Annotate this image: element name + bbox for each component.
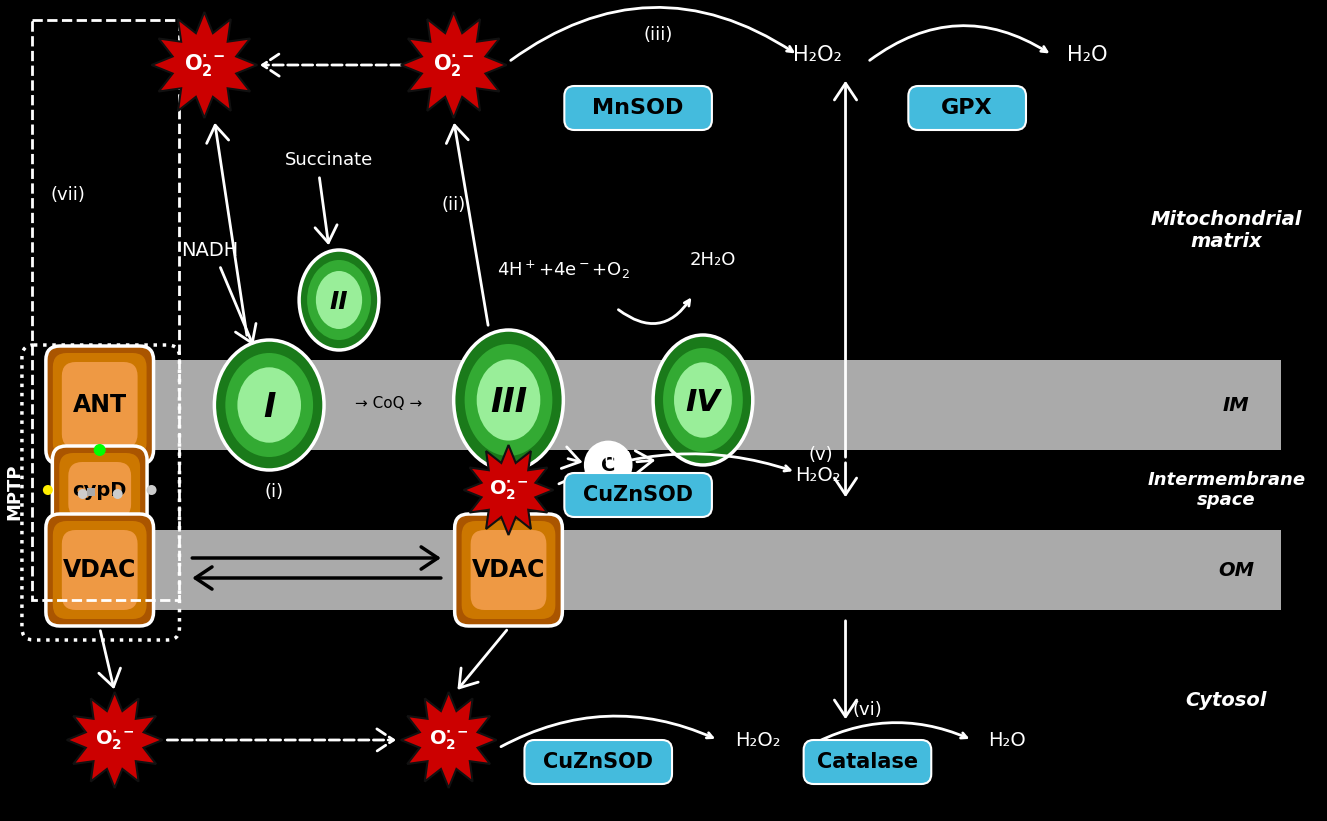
Polygon shape xyxy=(401,12,507,118)
Text: IV: IV xyxy=(686,388,721,416)
Text: H₂O₂: H₂O₂ xyxy=(794,45,843,65)
Text: IM: IM xyxy=(1223,396,1250,415)
Polygon shape xyxy=(66,692,162,788)
Circle shape xyxy=(42,485,53,495)
Text: C: C xyxy=(601,456,616,475)
Text: OM: OM xyxy=(1218,561,1254,580)
Ellipse shape xyxy=(316,271,362,329)
Text: (v): (v) xyxy=(808,446,833,464)
Text: II: II xyxy=(329,290,348,314)
Text: VDAC: VDAC xyxy=(472,558,545,582)
Text: III: III xyxy=(490,386,527,419)
Text: CuZnSOD: CuZnSOD xyxy=(543,752,653,772)
Text: MnSOD: MnSOD xyxy=(592,98,683,118)
FancyBboxPatch shape xyxy=(804,740,932,784)
Bar xyxy=(145,530,1282,610)
Text: Succinate: Succinate xyxy=(285,151,373,169)
Text: $\mathbf{O}$$\mathbf{{}^{\bullet}_{2}}$$\mathbf{{}^{-}}$: $\mathbf{O}$$\mathbf{{}^{\bullet}_{2}}$$… xyxy=(490,479,528,502)
Bar xyxy=(32,20,179,600)
FancyBboxPatch shape xyxy=(564,473,711,517)
Text: H₂O₂: H₂O₂ xyxy=(735,731,780,750)
Text: VDAC: VDAC xyxy=(62,558,137,582)
Circle shape xyxy=(113,489,122,499)
FancyBboxPatch shape xyxy=(46,346,154,464)
Text: $\mathbf{O}$$\mathbf{{}^{\bullet}_{2}}$$\mathbf{{}^{-}}$: $\mathbf{O}$$\mathbf{{}^{\bullet}_{2}}$$… xyxy=(433,52,475,78)
FancyBboxPatch shape xyxy=(52,446,147,534)
Ellipse shape xyxy=(653,335,752,465)
Ellipse shape xyxy=(674,362,733,438)
Ellipse shape xyxy=(238,367,301,443)
Text: $\mathbf{O}$$\mathbf{{}^{\bullet}_{2}}$$\mathbf{{}^{-}}$: $\mathbf{O}$$\mathbf{{}^{\bullet}_{2}}$$… xyxy=(96,728,134,752)
Text: NADH: NADH xyxy=(180,241,238,259)
Circle shape xyxy=(585,442,632,488)
Text: ANT: ANT xyxy=(73,393,127,417)
Bar xyxy=(86,488,94,496)
Polygon shape xyxy=(401,692,496,788)
FancyBboxPatch shape xyxy=(68,462,131,518)
Ellipse shape xyxy=(664,348,743,452)
Text: CuZnSOD: CuZnSOD xyxy=(583,485,693,505)
FancyBboxPatch shape xyxy=(62,362,138,448)
Text: (vii): (vii) xyxy=(50,186,85,204)
Text: Catalase: Catalase xyxy=(817,752,918,772)
Text: Cytosol: Cytosol xyxy=(1186,690,1267,709)
Text: MPTP: MPTP xyxy=(5,464,23,521)
Text: cypD: cypD xyxy=(73,480,127,499)
Ellipse shape xyxy=(226,353,313,457)
FancyBboxPatch shape xyxy=(455,514,563,626)
Text: 2H₂O: 2H₂O xyxy=(690,251,736,269)
FancyBboxPatch shape xyxy=(62,530,138,610)
Text: Mitochondrial
matrix: Mitochondrial matrix xyxy=(1151,209,1302,250)
Polygon shape xyxy=(463,445,553,535)
Text: Intermembrane
space: Intermembrane space xyxy=(1148,470,1306,509)
Text: (vi): (vi) xyxy=(852,701,882,719)
Text: H₂O₂: H₂O₂ xyxy=(795,466,840,484)
FancyBboxPatch shape xyxy=(60,453,141,527)
Text: (iii): (iii) xyxy=(644,26,673,44)
Ellipse shape xyxy=(307,260,372,340)
FancyBboxPatch shape xyxy=(53,353,146,457)
FancyBboxPatch shape xyxy=(46,514,154,626)
FancyBboxPatch shape xyxy=(471,530,547,610)
Text: (iv): (iv) xyxy=(604,451,633,469)
Circle shape xyxy=(78,489,88,499)
Circle shape xyxy=(146,485,157,495)
Ellipse shape xyxy=(476,360,540,441)
Polygon shape xyxy=(151,12,257,118)
Text: $\mathbf{O}$$\mathbf{{}^{\bullet}_{2}}$$\mathbf{{}^{-}}$: $\mathbf{O}$$\mathbf{{}^{\bullet}_{2}}$$… xyxy=(429,728,468,752)
Text: H₂O: H₂O xyxy=(989,731,1026,750)
Circle shape xyxy=(94,444,106,456)
FancyBboxPatch shape xyxy=(524,740,671,784)
Ellipse shape xyxy=(464,344,552,456)
Text: H₂O: H₂O xyxy=(1067,45,1107,65)
Text: $\mathbf{O}$$\mathbf{{}^{\bullet}_{2}}$$\mathbf{{}^{-}}$: $\mathbf{O}$$\mathbf{{}^{\bullet}_{2}}$$… xyxy=(183,52,226,78)
Ellipse shape xyxy=(454,330,564,470)
Text: 4H$^+$+4e$^-$+O$_2$: 4H$^+$+4e$^-$+O$_2$ xyxy=(496,259,630,281)
Text: GPX: GPX xyxy=(941,98,993,118)
Bar xyxy=(145,360,1282,450)
Text: (ii): (ii) xyxy=(442,196,466,214)
FancyBboxPatch shape xyxy=(53,521,146,619)
FancyBboxPatch shape xyxy=(908,86,1026,130)
FancyBboxPatch shape xyxy=(462,521,556,619)
Ellipse shape xyxy=(299,250,380,350)
Text: I: I xyxy=(263,391,276,424)
Ellipse shape xyxy=(215,340,324,470)
Text: (i): (i) xyxy=(264,483,284,501)
FancyBboxPatch shape xyxy=(564,86,711,130)
Text: → CoQ →: → CoQ → xyxy=(356,396,422,410)
